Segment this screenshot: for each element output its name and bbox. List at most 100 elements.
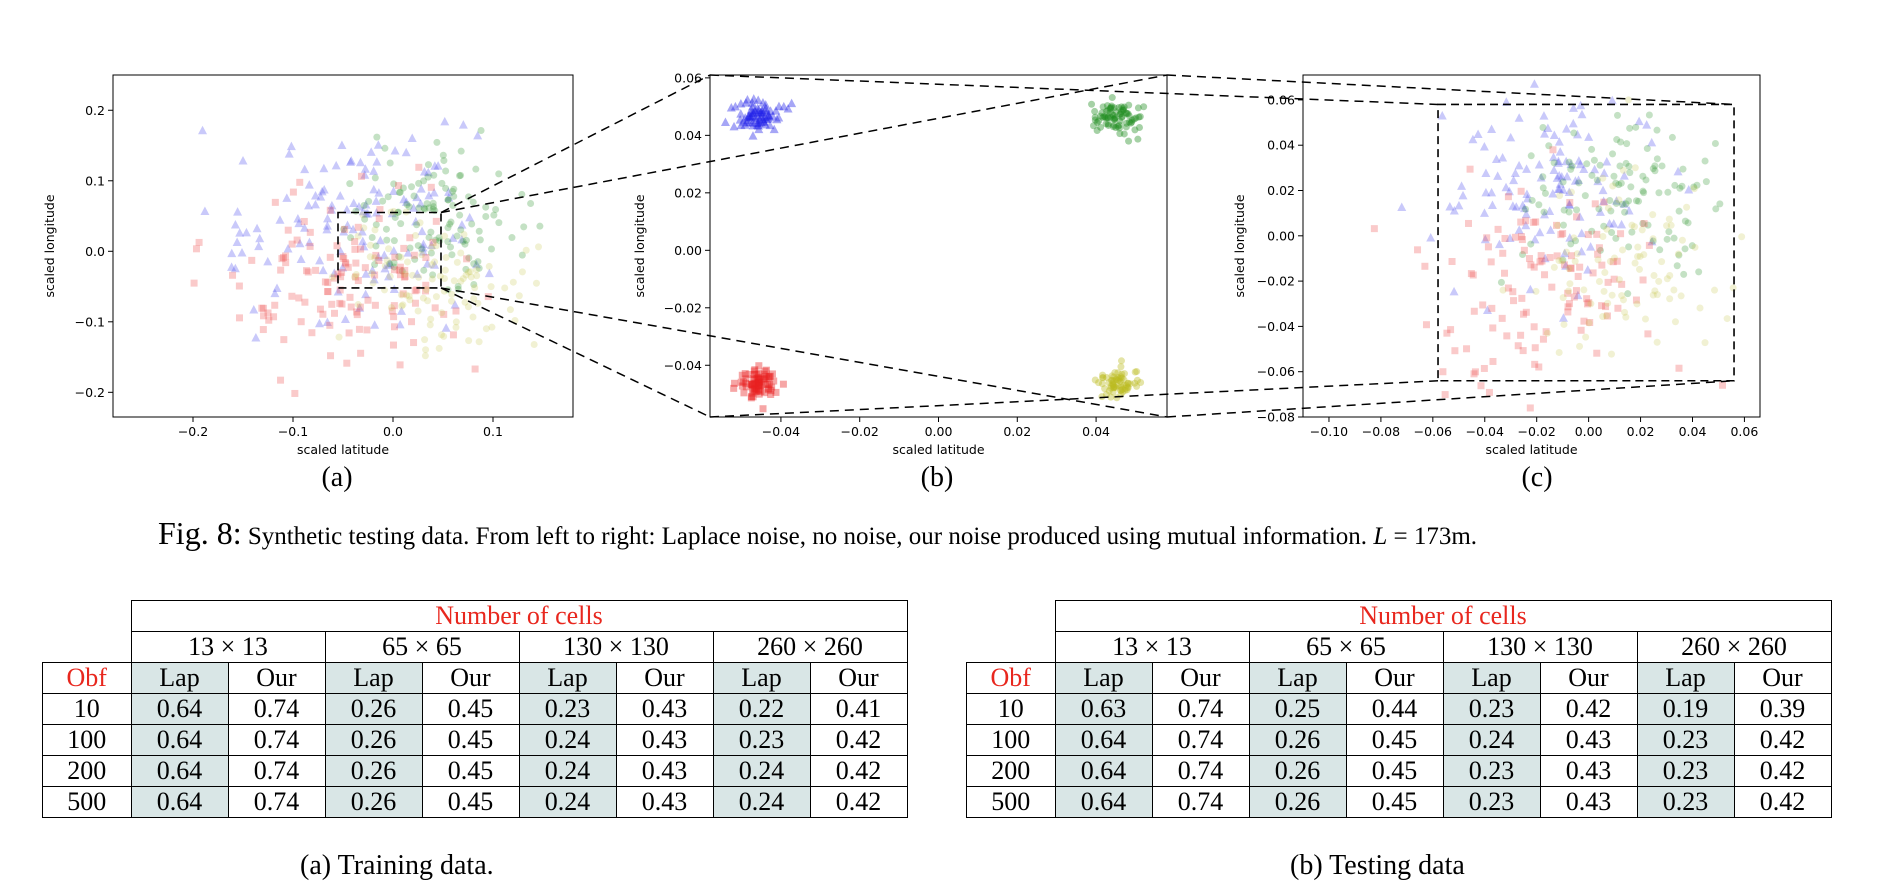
data-point [748,111,758,121]
data-point [421,352,429,360]
header-number-of-cells: Number of cells [1054,600,1832,632]
data-point [1499,286,1507,294]
data-point [1487,124,1497,133]
data-point [429,199,437,207]
data-point [374,188,384,197]
data-point [765,373,773,381]
data-point [1532,287,1540,295]
data-point [1577,326,1585,334]
data-point [422,254,430,262]
data-point [441,323,451,332]
data-point [1627,183,1635,191]
data-point [1639,219,1647,227]
data-point [1514,160,1524,170]
data-point [441,266,449,274]
data-point [750,106,760,116]
data-point [1519,347,1527,355]
testing-table-caption: (b) Testing data [1290,850,1465,881]
data-point [1480,364,1488,372]
data-point [1642,176,1650,184]
data-point [410,251,418,259]
data-point [1108,111,1116,119]
data-point [508,234,516,242]
cell-our: 0.74 [1151,693,1250,725]
figure-caption-prefix: Fig. 8: [158,515,242,551]
data-point [1104,120,1112,128]
data-point [1569,103,1579,112]
data-point [238,156,248,165]
obf-value: 10 [42,693,132,725]
data-point [1445,201,1455,211]
data-point [1671,318,1679,326]
data-point [779,380,787,388]
data-point [1619,199,1629,208]
data-point [1675,364,1683,372]
data-point [1104,114,1112,122]
data-point [726,103,736,112]
data-point [314,318,324,328]
data-point [461,240,469,248]
x-tick-label: −0.2 [178,424,208,439]
cell-lap: 0.24 [518,755,617,787]
data-point [1534,159,1544,169]
cell-our: 0.45 [421,755,520,787]
data-point [440,274,448,282]
data-point [279,254,287,262]
data-point [1613,257,1621,265]
data-point [254,241,264,251]
data-point [1595,207,1605,216]
data-point [1605,218,1615,228]
data-point [388,307,396,315]
data-point [1680,270,1688,278]
data-point [346,180,354,188]
data-point [291,389,299,397]
data-point [1543,329,1551,337]
cell-our: 0.41 [809,693,908,725]
cell-lap: 0.64 [130,693,229,725]
data-point [720,117,730,127]
data-point [390,259,398,267]
data-point [772,388,780,396]
data-point [1497,278,1505,286]
data-point [761,367,769,375]
data-point [1107,384,1115,392]
data-point [518,251,526,259]
series-3-points [1091,357,1145,402]
data-point [1601,269,1609,277]
data-point [1531,360,1539,368]
data-point [438,309,446,317]
cell-lap: 0.26 [324,724,423,756]
data-point [1113,382,1121,390]
data-point [421,205,429,213]
data-point [395,188,403,196]
cell-our: 0.42 [1733,755,1832,787]
data-point [303,267,311,275]
data-point [330,309,338,317]
cell-lap: 0.19 [1636,693,1735,725]
data-point [230,263,240,273]
data-point [340,314,350,324]
subheader-our: Our [1345,662,1444,694]
data-point [375,257,383,265]
data-point [1473,129,1483,138]
data-point [490,211,498,219]
data-point [1099,103,1107,111]
data-point [1557,172,1567,181]
x-tick-label: 0.02 [1003,424,1031,439]
sublabel-a: (a) [321,462,353,493]
data-point [1102,114,1110,122]
data-point [1120,130,1128,138]
data-point [1568,162,1576,170]
data-point [318,265,328,275]
data-point [429,187,439,197]
data-point [1508,201,1518,210]
data-point [757,387,765,395]
group-header: 130 × 130 [1442,631,1638,663]
data-point [1560,261,1568,269]
data-point [452,323,460,331]
data-point [328,300,336,308]
data-point [1631,164,1639,172]
data-point [1610,254,1618,262]
data-point [444,196,452,204]
data-point [432,293,440,301]
